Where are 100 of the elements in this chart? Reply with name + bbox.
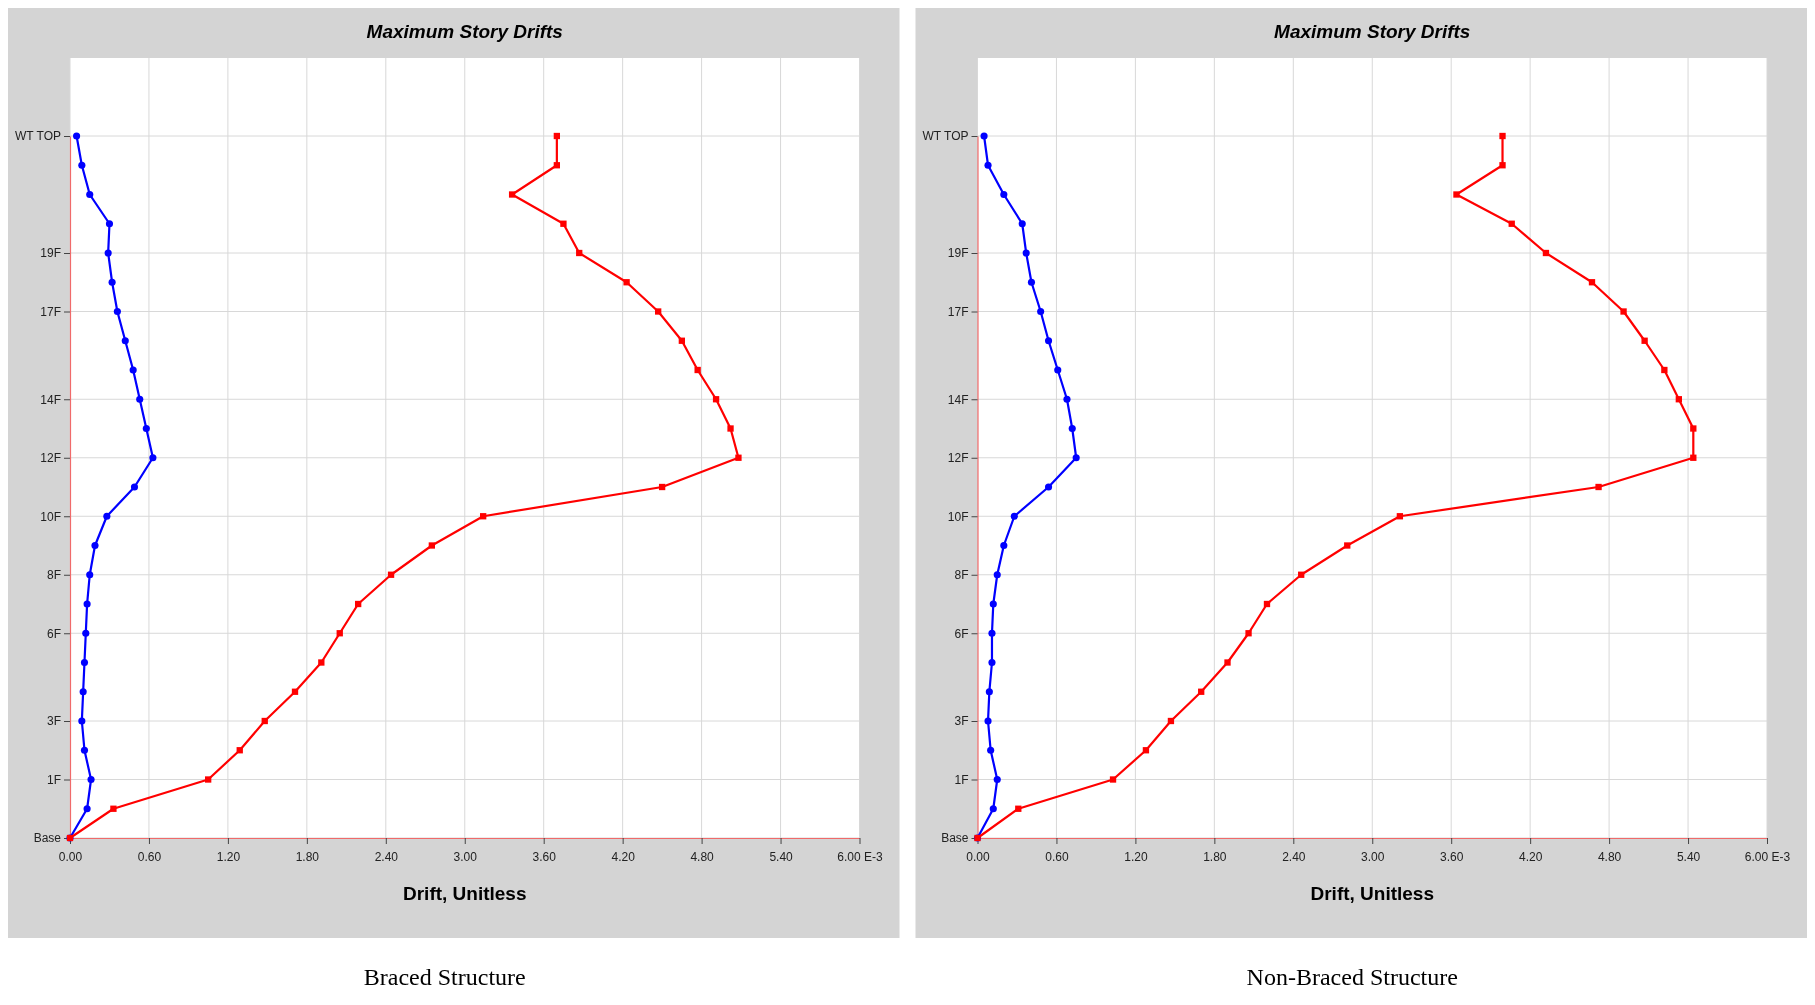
point: [79, 688, 87, 696]
point: [993, 775, 1001, 784]
point: [261, 717, 268, 725]
y-tick-label: 10F: [40, 509, 61, 524]
y-tick-label: 17F: [947, 304, 969, 319]
x-tick-label: 5.40: [1676, 850, 1701, 865]
point: [655, 308, 662, 315]
x-tick-label: 0.00: [58, 850, 83, 865]
point: [1344, 542, 1351, 549]
point: [1072, 454, 1080, 462]
point: [86, 190, 94, 199]
x-tick-label: 4.20: [1518, 850, 1543, 865]
x-tick-label: 6.00 E-3: [837, 850, 883, 865]
point: [1542, 249, 1550, 257]
x-tick-label: 2.40: [374, 850, 399, 865]
point: [1499, 132, 1506, 140]
point: [1396, 513, 1404, 520]
x-axis-title: Drift, Unitless: [402, 883, 527, 904]
point: [1263, 600, 1271, 608]
x-tick-label: 1.20: [1124, 850, 1148, 865]
point: [108, 278, 116, 286]
x-tick-label: 3.00: [1361, 850, 1385, 865]
point: [78, 161, 86, 169]
point: [1068, 424, 1076, 433]
x-tick-label: 4.80: [1597, 850, 1622, 865]
point: [82, 629, 90, 637]
point: [318, 659, 325, 666]
point: [104, 249, 112, 257]
point: [336, 630, 343, 637]
point: [1037, 307, 1045, 316]
point: [149, 454, 157, 462]
point: [987, 746, 995, 754]
point: [1063, 395, 1071, 403]
point: [73, 132, 81, 140]
point: [1245, 630, 1252, 637]
point: [553, 162, 561, 169]
point: [1453, 191, 1460, 198]
point: [980, 132, 988, 140]
point: [508, 191, 516, 198]
point: [1690, 425, 1697, 432]
point: [83, 600, 91, 608]
y-tick-label: 12F: [40, 451, 61, 466]
point: [1641, 337, 1648, 344]
x-axis-title: Drift, Unitless: [1310, 883, 1435, 904]
point: [1018, 220, 1026, 228]
point: [553, 132, 561, 140]
point: [989, 805, 997, 813]
point: [989, 600, 997, 608]
point: [1499, 162, 1506, 169]
x-tick-label: 0.00: [966, 850, 990, 865]
x-tick-label: 2.40: [1282, 850, 1306, 865]
y-tick-label: WT TOP: [14, 129, 61, 144]
point: [678, 337, 686, 344]
point: [86, 571, 94, 579]
point: [560, 220, 567, 227]
point: [205, 776, 212, 783]
y-tick-label: 19F: [947, 246, 969, 261]
point: [480, 513, 487, 520]
x-tick-label: 3.60: [1440, 850, 1464, 865]
y-tick-label: WT TOP: [922, 129, 969, 144]
point: [1010, 512, 1018, 520]
point: [1109, 776, 1117, 783]
point: [988, 658, 996, 667]
y-tick-label: 1F: [46, 772, 61, 787]
x-tick-label: 1.80: [1203, 850, 1227, 865]
y-tick-label: 3F: [954, 714, 969, 729]
point: [80, 658, 89, 667]
chart-title: Maximum Story Drifts: [1274, 21, 1471, 42]
point: [1054, 366, 1062, 374]
point: [694, 366, 701, 374]
y-tick-label: 17F: [40, 304, 61, 319]
y-tick-label: 6F: [954, 626, 969, 641]
point: [103, 512, 111, 520]
y-tick-label: 19F: [40, 246, 61, 261]
x-tick-label: 1.80: [295, 850, 320, 865]
y-tick-label: 10F: [947, 509, 969, 524]
point: [985, 688, 993, 696]
x-tick-label: 1.20: [216, 850, 241, 865]
point: [1595, 483, 1602, 491]
point: [1027, 278, 1036, 286]
point: [291, 688, 299, 695]
point: [387, 571, 395, 578]
y-tick-label: 8F: [954, 568, 969, 583]
point: [80, 746, 89, 754]
point: [984, 161, 992, 169]
text: Braced Structure: [363, 964, 526, 990]
y-tick-label: 3F: [46, 714, 61, 729]
point: [91, 541, 99, 550]
y-tick-label: 1F: [954, 772, 969, 787]
point: [727, 425, 734, 432]
point: [113, 307, 121, 316]
point: [993, 571, 1001, 579]
y-tick-label: 12F: [947, 451, 969, 466]
y-tick-label: Base: [941, 831, 969, 846]
point: [1508, 220, 1515, 227]
point: [712, 396, 720, 403]
x-tick-label: 3.60: [532, 850, 557, 865]
point: [1224, 659, 1231, 666]
point: [129, 366, 137, 374]
x-tick-label: 6.00 E-3: [1744, 850, 1791, 865]
